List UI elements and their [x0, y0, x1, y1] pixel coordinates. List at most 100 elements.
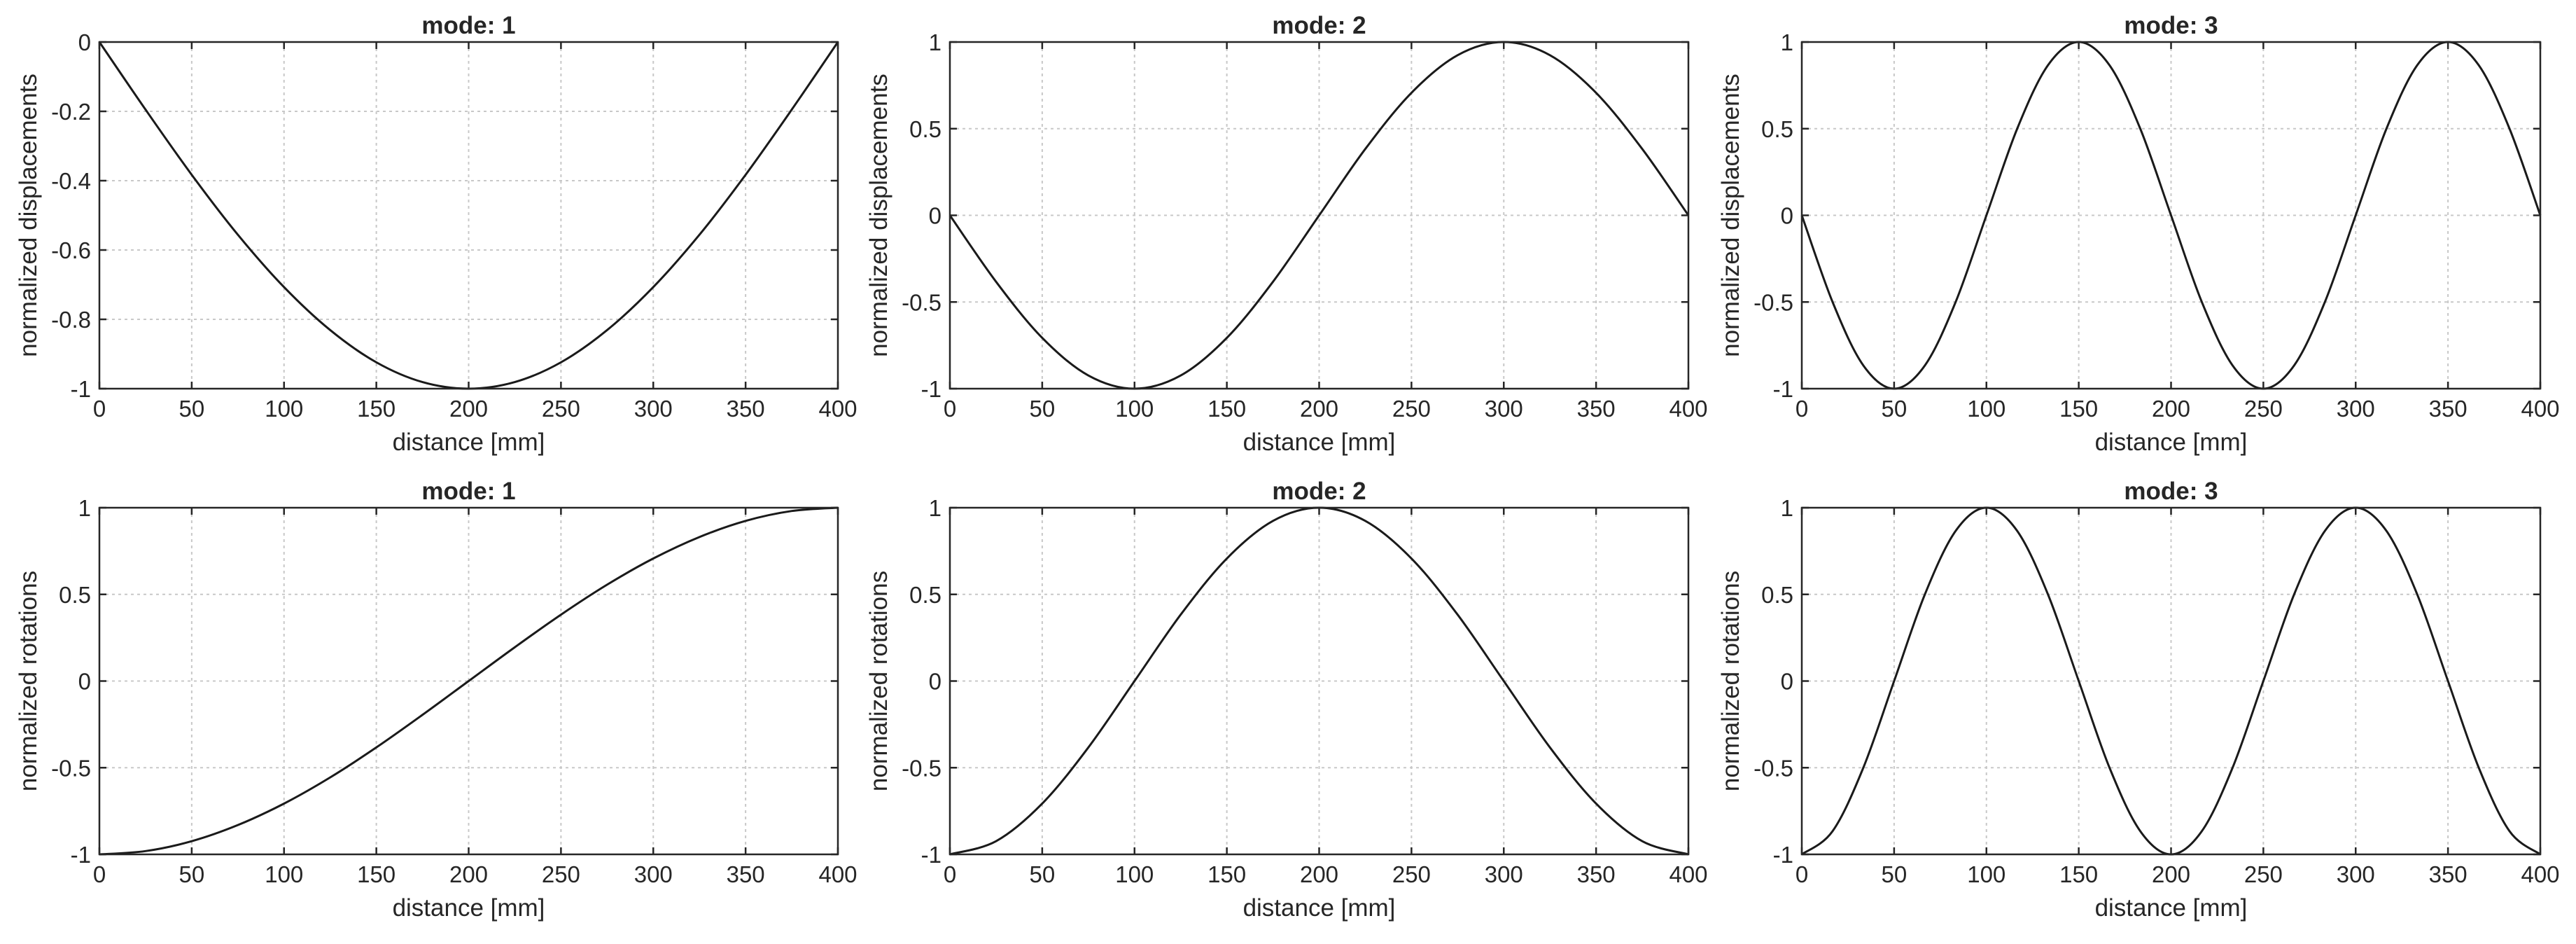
- x-tick-label: 300: [634, 861, 673, 887]
- x-tick-label: 200: [1300, 396, 1338, 422]
- x-axis-label: distance [mm]: [393, 429, 545, 456]
- y-tick-label: -1: [71, 842, 91, 868]
- x-tick-label: 300: [1485, 861, 1523, 887]
- x-tick-label: 400: [2521, 396, 2559, 422]
- x-tick-label: 350: [1577, 396, 1616, 422]
- chart-title: mode: 3: [2124, 12, 2218, 39]
- x-tick-label: 0: [944, 396, 956, 422]
- grid: [950, 508, 1688, 854]
- x-tick-label: 50: [1882, 396, 1907, 422]
- x-tick-label: 300: [1485, 396, 1523, 422]
- grid: [1802, 42, 2540, 389]
- x-tick-label: 50: [1030, 861, 1056, 887]
- y-tick-label: -0.2: [51, 99, 91, 125]
- subplot-2: 0 50 100 150 200 250 300 350 400 -1 -0.5 0 0.5 1 mode:…: [865, 12, 1708, 456]
- grid: [950, 42, 1688, 389]
- x-axis-label: distance [mm]: [1243, 894, 1396, 922]
- x-tick-label: 100: [1115, 861, 1154, 887]
- x-tick-label: 350: [727, 396, 765, 422]
- x-tick-label: 250: [2244, 396, 2283, 422]
- x-tick-label: 250: [2244, 861, 2283, 887]
- x-tick-label: 100: [1967, 861, 2005, 887]
- chart-title: mode: 2: [1272, 12, 1366, 39]
- x-tick-label: 150: [357, 396, 396, 422]
- y-tick-label: 0: [929, 669, 941, 695]
- y-tick-label: -0.5: [1754, 755, 1793, 781]
- x-tick-label: 100: [1967, 396, 2005, 422]
- y-tick-label: 0.5: [1761, 582, 1793, 608]
- grid: [99, 508, 838, 854]
- x-tick-label: 0: [1795, 396, 1808, 422]
- chart-title: mode: 1: [421, 12, 515, 39]
- y-axis-label: normalized rotations: [1717, 571, 1744, 791]
- x-axis-label: distance [mm]: [2095, 894, 2248, 922]
- y-tick-label: 0: [78, 29, 91, 55]
- y-axis-label: normalized rotations: [15, 571, 42, 791]
- y-tick-label: -0.5: [51, 755, 91, 781]
- x-tick-label: 350: [727, 861, 765, 887]
- x-tick-label: 100: [265, 396, 303, 422]
- x-tick-label: 0: [93, 861, 106, 887]
- x-tick-label: 50: [179, 861, 205, 887]
- x-tick-label: 0: [93, 396, 106, 422]
- x-tick-label: 400: [818, 396, 857, 422]
- chart-title: mode: 2: [1272, 478, 1366, 505]
- x-tick-label: 350: [1577, 861, 1616, 887]
- y-axis-label: normalized rotations: [865, 571, 892, 791]
- x-tick-label: 50: [179, 396, 205, 422]
- y-tick-label: 0.5: [59, 582, 91, 608]
- y-tick-label: -1: [1773, 376, 1793, 402]
- x-tick-label: 150: [2059, 861, 2098, 887]
- y-tick-label: -0.5: [1754, 289, 1793, 315]
- chart-title: mode: 1: [421, 478, 515, 505]
- x-tick-label: 100: [265, 861, 303, 887]
- y-tick-label: -0.8: [51, 307, 91, 333]
- series-line-1: [948, 41, 1690, 390]
- x-tick-label: 350: [2429, 396, 2468, 422]
- x-tick-label: 150: [1208, 861, 1246, 887]
- x-tick-label: 250: [542, 861, 580, 887]
- x-tick-label: 50: [1882, 861, 1907, 887]
- subplot-4: 0 50 100 150 200 250 300 350 400 -1 -0.5 0 0.5 1 mode:…: [15, 478, 858, 922]
- y-tick-label: -0.5: [902, 755, 941, 781]
- x-tick-label: 150: [357, 861, 396, 887]
- y-tick-label: -1: [71, 376, 91, 402]
- y-tick-label: 0.5: [909, 116, 941, 142]
- chart-title: mode: 3: [2124, 478, 2218, 505]
- y-tick-label: 0: [78, 669, 91, 695]
- x-tick-label: 400: [818, 861, 857, 887]
- x-tick-label: 150: [2059, 396, 2098, 422]
- x-tick-label: 100: [1115, 396, 1154, 422]
- y-tick-label: 1: [929, 29, 941, 55]
- x-axis-label: distance [mm]: [2095, 429, 2248, 456]
- x-tick-label: 150: [1208, 396, 1246, 422]
- y-tick-label: 1: [1781, 29, 1793, 55]
- y-tick-label: 0.5: [1761, 116, 1793, 142]
- y-tick-label: 0: [929, 203, 941, 229]
- x-tick-label: 200: [449, 861, 488, 887]
- series-line-1: [1800, 41, 2542, 390]
- subplot-6: 0 50 100 150 200 250 300 350 400 -1 -0.5 0 0.5 1 mode:…: [1717, 478, 2560, 922]
- x-tick-label: 250: [1392, 861, 1431, 887]
- grid: [1802, 508, 2540, 854]
- y-tick-label: -1: [1773, 842, 1793, 868]
- x-tick-label: 250: [542, 396, 580, 422]
- x-axis-label: distance [mm]: [393, 894, 545, 922]
- subplot-5: 0 50 100 150 200 250 300 350 400 -1 -0.5 0 0.5 1 mode:…: [865, 478, 1708, 922]
- y-tick-label: -0.4: [51, 168, 91, 194]
- y-tick-label: 1: [929, 495, 941, 521]
- y-tick-label: 1: [1781, 495, 1793, 521]
- subplot-3: 0 50 100 150 200 250 300 350 400 -1 -0.5 0 0.5 1 mode:…: [1717, 12, 2560, 456]
- x-tick-label: 200: [1300, 861, 1338, 887]
- x-axis-label: distance [mm]: [1243, 429, 1396, 456]
- x-tick-label: 200: [449, 396, 488, 422]
- x-tick-label: 0: [944, 861, 956, 887]
- series-line-1: [99, 506, 839, 856]
- y-tick-label: -0.6: [51, 237, 91, 263]
- x-tick-label: 300: [634, 396, 673, 422]
- x-tick-label: 300: [2337, 396, 2375, 422]
- x-tick-label: 200: [2152, 861, 2190, 887]
- y-tick-label: -1: [921, 376, 941, 402]
- x-tick-label: 300: [2337, 861, 2375, 887]
